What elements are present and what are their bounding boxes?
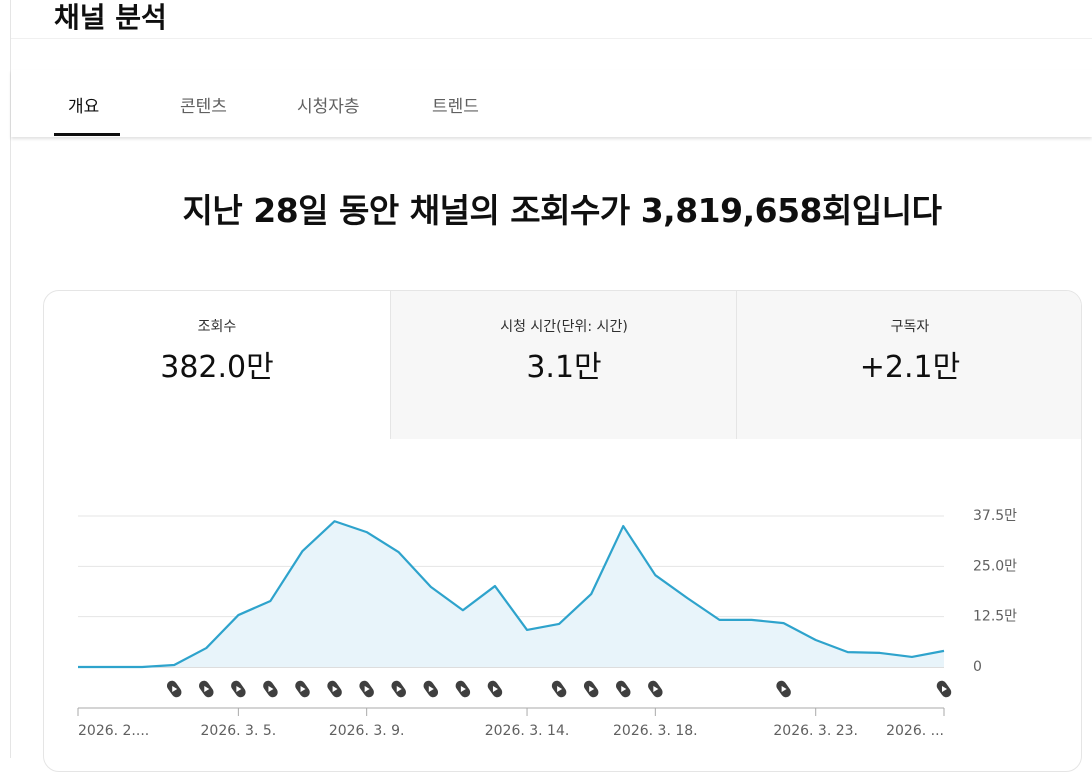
- shorts-icon-play: [942, 686, 947, 692]
- shorts-icon: [551, 680, 567, 698]
- shorts-icon-play: [300, 686, 306, 692]
- page-title: 채널 분석: [54, 1, 167, 34]
- shorts-icon: [359, 680, 374, 698]
- shorts-icon: [166, 680, 182, 698]
- separator: [11, 38, 1092, 39]
- metric[interactable]: 구독자 +2.1만: [736, 291, 1081, 439]
- shorts-icon-play: [332, 686, 338, 692]
- x-tick-label: 2026. ...: [886, 723, 944, 739]
- shorts-icon-play: [492, 686, 498, 692]
- shorts-icon: [327, 680, 342, 698]
- shorts-icon-play: [621, 686, 627, 692]
- shorts-icon-play: [172, 686, 178, 692]
- shorts-icon: [615, 680, 631, 698]
- shorts-icon-play: [268, 686, 274, 692]
- shorts-icon: [487, 680, 503, 698]
- shorts-icon: [231, 680, 246, 698]
- x-tick-label: 2026. 3. 5.: [201, 723, 277, 739]
- x-tick-label: 2026. 3. 14.: [485, 723, 570, 739]
- shorts-icon-play: [589, 686, 595, 692]
- shorts-icon-play: [204, 686, 210, 692]
- sidebar-edge: [10, 0, 11, 758]
- tab[interactable]: 트렌드: [432, 97, 479, 117]
- metric-value: 3.1만: [526, 350, 602, 385]
- tab-underline: [54, 133, 120, 136]
- shorts-icon-play: [781, 686, 787, 692]
- shorts-icon-play: [364, 686, 370, 692]
- metric[interactable]: 시청 시간(단위: 시간) 3.1만: [390, 291, 737, 439]
- shorts-icon-play: [428, 686, 434, 692]
- y-tick-label: 0: [973, 659, 982, 675]
- area: [78, 521, 944, 667]
- x-tick-label: 2026. 3. 9.: [329, 723, 405, 739]
- x-tick-label: 2026. 3. 18.: [613, 723, 698, 739]
- tab-bar: 개요 콘텐츠 시청자층 트렌드: [11, 70, 1092, 137]
- shorts-icon: [583, 680, 599, 698]
- shorts-icon: [776, 680, 791, 698]
- y-tick-label: 25.0만: [973, 558, 1017, 574]
- shorts-icon: [295, 680, 310, 698]
- metric-value: 382.0만: [160, 350, 274, 385]
- x-tick-label: 2026. 3. 23.: [773, 723, 858, 739]
- shorts-icon-play: [396, 686, 402, 692]
- y-tick-label: 37.5만: [973, 508, 1017, 524]
- tab[interactable]: 콘텐츠: [180, 97, 227, 117]
- shorts-icon: [391, 680, 407, 698]
- shorts-icon: [455, 680, 471, 698]
- shorts-icon-play: [460, 686, 466, 692]
- shorts-icon-play: [236, 686, 242, 692]
- shorts-icon: [199, 680, 214, 698]
- y-tick-label: 12.5만: [973, 609, 1017, 625]
- x-tick-label: 2026. 2....: [78, 723, 149, 739]
- shorts-icon-play: [557, 686, 563, 692]
- headline: 지난 28일 동안 채널의 조회수가 3,819,658회입니다: [182, 191, 942, 230]
- shorts-icon: [263, 680, 278, 698]
- shorts-icon: [648, 680, 663, 698]
- metric-label: 시청 시간(단위: 시간): [500, 319, 628, 335]
- tab[interactable]: 시청자층: [297, 97, 360, 117]
- metric-card: 조회수 382.0만 시청 시간(단위: 시간) 3.1만 구독자 +2.1만: [43, 290, 1082, 772]
- shorts-icon: [423, 680, 439, 698]
- metric-label: 구독자: [890, 319, 930, 335]
- shorts-icon-play: [653, 686, 659, 692]
- line: [78, 520, 945, 669]
- metric[interactable]: 조회수 382.0만: [44, 291, 390, 439]
- tab[interactable]: 개요: [68, 97, 100, 117]
- metric-label: 조회수: [197, 319, 237, 335]
- metric-value: +2.1만: [859, 350, 961, 385]
- shorts-icon: [936, 680, 952, 698]
